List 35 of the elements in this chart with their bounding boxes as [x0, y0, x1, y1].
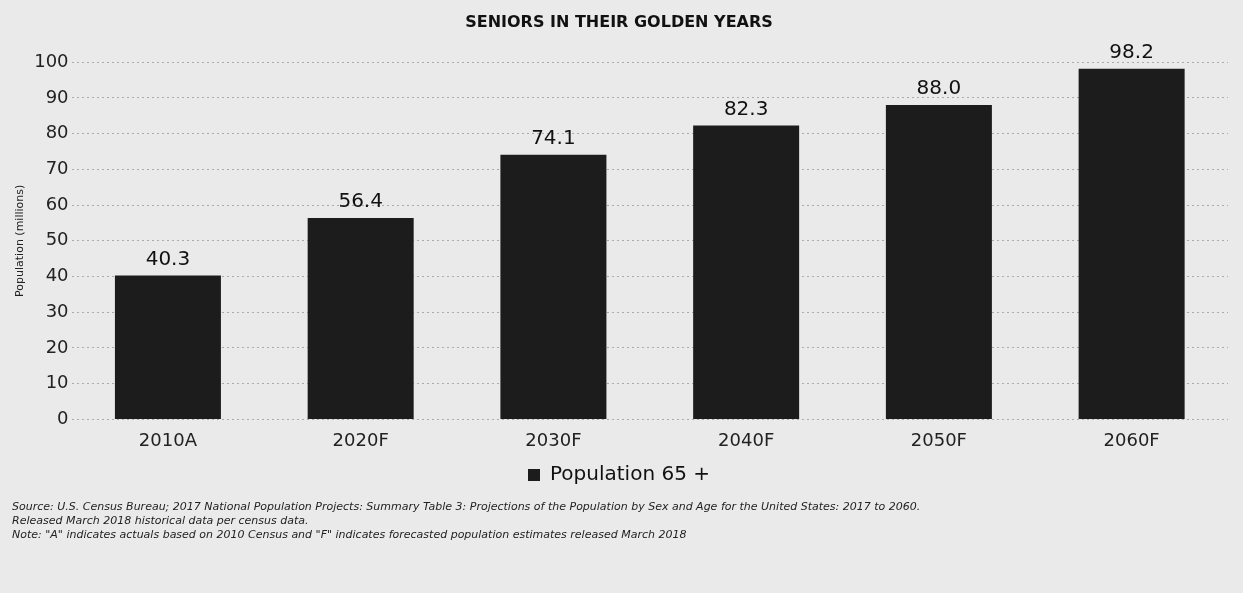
- y-tick-label: 80: [45, 121, 69, 143]
- y-tick-label: 40: [45, 264, 69, 286]
- legend-label: Population 65 +: [550, 461, 710, 486]
- y-tick-label: 90: [45, 85, 69, 107]
- bar: [307, 217, 414, 419]
- x-tick-label: 2010A: [138, 428, 198, 450]
- bar: [693, 125, 800, 419]
- source-note: Source: U.S. Census Bureau; 2017 National Population Projects: Summary Table 3: Projections of the Population by Sex and Age for the United States: 2017 to 2060.: [12, 500, 921, 514]
- x-tick-label: 2040F: [718, 428, 775, 450]
- text: 82.3: [723, 95, 769, 120]
- chart-title: SENIORS IN THEIR GOLDEN YEARS: [465, 11, 773, 31]
- text: 98.2: [1109, 38, 1154, 63]
- text: 74.1: [531, 124, 576, 149]
- bar: [885, 105, 992, 419]
- text: Released March 2018 historical data per census data.: [12, 514, 310, 528]
- y-tick-label: 0: [57, 407, 69, 429]
- x-tick-label: 2020F: [332, 428, 389, 450]
- y-tick-label: 70: [45, 157, 69, 179]
- bar: [1078, 68, 1185, 419]
- x-tick-label: 2060F: [1103, 428, 1160, 450]
- bar: [114, 275, 221, 419]
- y-tick-label: 30: [45, 299, 69, 321]
- text: 56.4: [338, 188, 383, 213]
- text: 40.3: [145, 245, 191, 270]
- text: 88.0: [916, 75, 962, 100]
- bar: [500, 154, 607, 419]
- text: Note: "A" indicates actuals based on 2010 Census and "F" indicates forecasted population estimates released March 2018: [12, 528, 688, 542]
- y-axis-title: Population (millions): [13, 184, 27, 297]
- y-tick-label: 10: [45, 371, 69, 393]
- y-tick-label: 20: [45, 335, 69, 357]
- y-tick-label: 60: [45, 192, 69, 214]
- x-tick-label: 2030F: [525, 428, 582, 450]
- y-tick-label: 50: [45, 228, 69, 250]
- x-tick-label: 2050F: [910, 428, 967, 450]
- y-tick-label: 100: [34, 49, 69, 71]
